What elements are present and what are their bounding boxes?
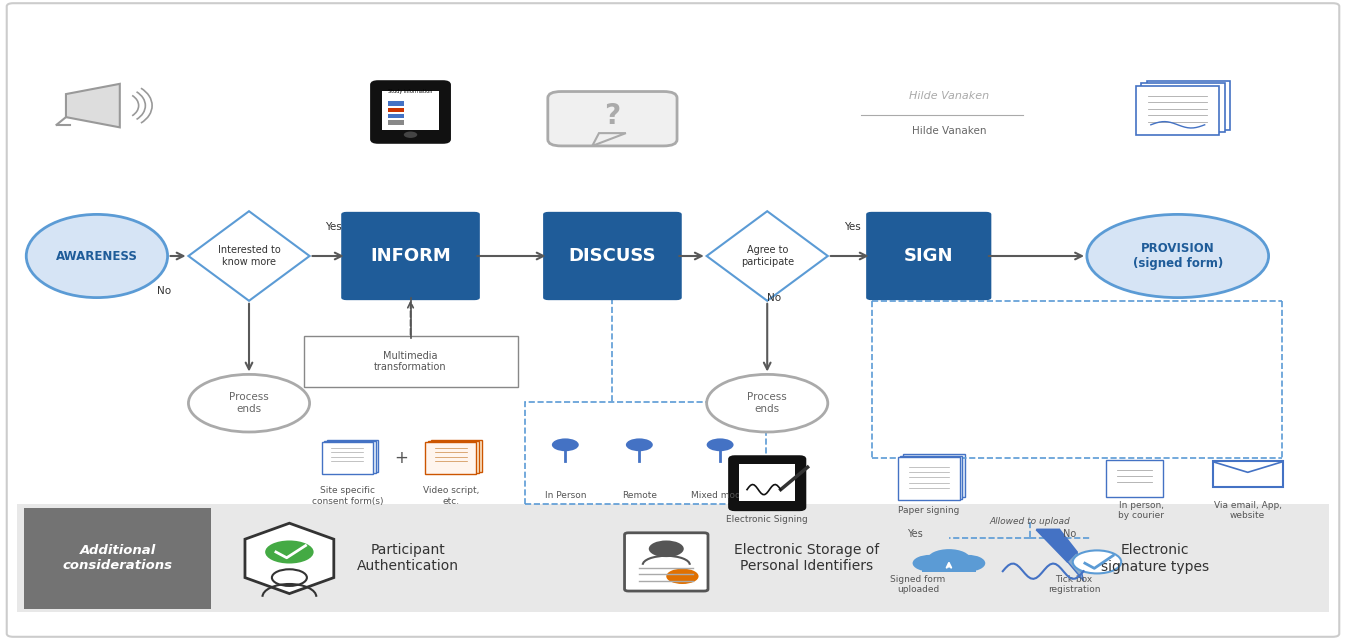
Polygon shape [1036,530,1077,562]
Text: Multimedia
transformation: Multimedia transformation [374,351,447,372]
FancyBboxPatch shape [625,532,708,591]
Text: Agree to
participate: Agree to participate [740,245,794,267]
FancyBboxPatch shape [342,212,481,300]
Text: Yes: Yes [326,222,342,232]
Ellipse shape [707,374,828,432]
FancyBboxPatch shape [388,108,404,112]
FancyBboxPatch shape [371,82,450,143]
FancyBboxPatch shape [867,212,991,300]
Text: Remote: Remote [622,492,657,500]
Circle shape [552,438,579,451]
Polygon shape [592,133,626,146]
FancyBboxPatch shape [388,114,404,118]
Text: Study information: Study information [389,89,432,93]
Text: Process
ends: Process ends [747,392,787,414]
Text: +: + [394,449,408,467]
Text: In Person: In Person [545,492,586,500]
FancyBboxPatch shape [903,454,965,497]
Text: Signed form
uploaded: Signed form uploaded [890,575,946,594]
Text: Process
ends: Process ends [229,392,269,414]
Text: Electronic Signing: Electronic Signing [727,515,808,525]
Text: DISCUSS: DISCUSS [568,247,657,265]
Text: Site specific
consent form(s): Site specific consent form(s) [311,486,384,506]
Ellipse shape [188,374,310,432]
Polygon shape [1067,552,1084,581]
FancyBboxPatch shape [900,456,962,499]
Circle shape [649,540,684,557]
FancyBboxPatch shape [739,464,795,502]
Text: Allowed to upload: Allowed to upload [989,517,1070,526]
FancyBboxPatch shape [922,559,976,572]
FancyBboxPatch shape [730,457,805,509]
Circle shape [1073,550,1121,573]
Text: Tick box
registration: Tick box registration [1047,575,1101,594]
FancyBboxPatch shape [327,440,378,472]
Text: Yes: Yes [907,529,923,540]
FancyBboxPatch shape [388,101,404,106]
Text: SIGN: SIGN [905,247,953,265]
FancyBboxPatch shape [388,120,404,125]
Circle shape [950,555,985,572]
Text: Video script,
etc.: Video script, etc. [423,486,479,506]
Text: Via email, App,
website: Via email, App, website [1214,501,1281,520]
Text: PROVISION
(signed form): PROVISION (signed form) [1132,242,1224,270]
Polygon shape [188,211,310,301]
FancyBboxPatch shape [303,337,517,387]
Text: Yes: Yes [844,222,860,232]
Circle shape [626,438,653,451]
Text: No: No [157,286,171,296]
FancyBboxPatch shape [322,442,373,474]
FancyBboxPatch shape [1136,86,1219,135]
Circle shape [707,438,734,451]
Text: Electronic Storage of
Personal Identifiers: Electronic Storage of Personal Identifie… [734,543,879,573]
Text: Paper signing: Paper signing [898,506,960,515]
Circle shape [404,132,417,138]
Text: Hilde Vanaken: Hilde Vanaken [909,91,989,101]
FancyBboxPatch shape [382,91,439,131]
FancyBboxPatch shape [1141,83,1225,132]
Text: Interested to
know more: Interested to know more [218,245,280,267]
Polygon shape [66,84,120,127]
Text: No: No [767,292,781,303]
FancyBboxPatch shape [324,441,376,473]
FancyBboxPatch shape [428,441,479,473]
Text: AWARENESS: AWARENESS [57,250,137,262]
Circle shape [666,569,699,584]
FancyBboxPatch shape [542,212,682,300]
Text: Electronic
signature types: Electronic signature types [1101,543,1209,573]
Ellipse shape [27,214,167,298]
Polygon shape [707,211,828,301]
Circle shape [927,549,970,570]
Circle shape [272,570,307,586]
FancyBboxPatch shape [7,3,1339,637]
Ellipse shape [1088,214,1268,298]
FancyBboxPatch shape [431,440,482,472]
Polygon shape [245,524,334,594]
Text: Additional
considerations: Additional considerations [63,545,172,572]
Text: No: No [1063,529,1077,540]
Text: In person,
by courier: In person, by courier [1119,501,1164,520]
Circle shape [913,555,948,572]
FancyBboxPatch shape [24,508,211,609]
Text: Mixed model: Mixed model [690,492,750,500]
Text: ?: ? [604,102,621,131]
FancyBboxPatch shape [898,457,960,500]
FancyBboxPatch shape [1106,460,1163,497]
FancyBboxPatch shape [1213,461,1283,487]
FancyBboxPatch shape [1147,81,1230,130]
Circle shape [265,540,314,564]
FancyBboxPatch shape [425,442,476,474]
Text: INFORM: INFORM [370,247,451,265]
Text: Participant
Authentication: Participant Authentication [357,543,459,573]
Text: Hilde Vanaken: Hilde Vanaken [911,126,987,136]
FancyBboxPatch shape [548,92,677,146]
FancyBboxPatch shape [17,504,1329,612]
